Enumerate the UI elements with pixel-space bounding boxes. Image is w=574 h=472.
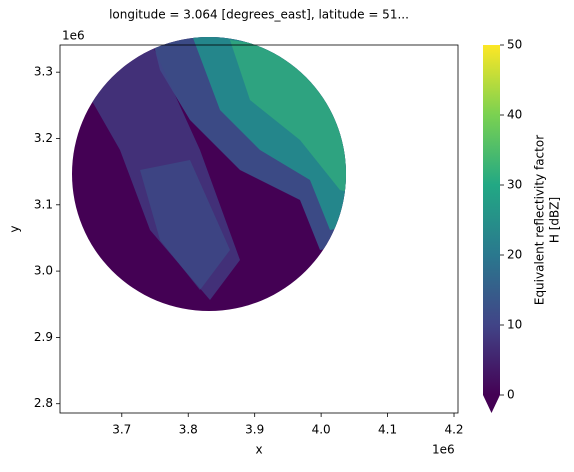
x-tick-label: 4.0	[312, 423, 331, 437]
y-tick-label: 2.9	[34, 330, 53, 344]
x-tick-label: 3.9	[245, 423, 264, 437]
y-tick-label: 3.3	[34, 65, 53, 79]
x-offset: 1e6	[432, 443, 455, 457]
y-tick-label: 3.2	[34, 131, 53, 145]
y-tick-label: 3.0	[34, 264, 53, 278]
y-tick-label: 2.8	[34, 396, 53, 410]
x-tick-label: 4.1	[378, 423, 397, 437]
colorbar-label: Equivalent reflectivity factor	[533, 135, 547, 305]
x-tick-label: 4.2	[444, 423, 463, 437]
colorbar	[483, 45, 500, 395]
colorbar-tick-label: 20	[507, 248, 522, 262]
y-axis-label: y	[8, 225, 22, 232]
x-tick-label: 3.7	[112, 423, 131, 437]
colorbar-tick-label: 30	[507, 178, 522, 192]
colorbar-tick-label: 0	[507, 388, 515, 402]
colorbar-tick-label: 10	[507, 318, 522, 332]
colorbar-tick-label: 50	[507, 38, 522, 52]
chart-title: longitude = 3.064 [degrees_east], latitu…	[109, 8, 409, 22]
y-tick-label: 3.1	[34, 197, 53, 211]
colorbar-label: H [dBZ]	[548, 197, 562, 243]
x-axis-label: x	[255, 443, 262, 457]
colorbar-tick-label: 40	[507, 108, 522, 122]
colorbar-extend	[483, 395, 500, 413]
axes-frame	[59, 44, 459, 414]
x-tick-label: 3.8	[179, 423, 198, 437]
y-offset: 1e6	[62, 29, 85, 43]
radar-image	[72, 37, 346, 311]
